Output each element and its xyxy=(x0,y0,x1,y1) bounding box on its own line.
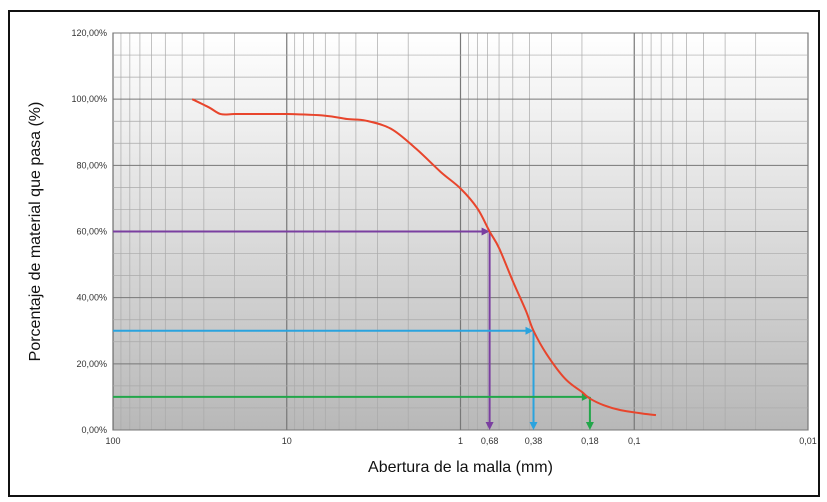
vertical-arrow-head xyxy=(485,422,494,430)
x-tick-label: 10 xyxy=(282,436,292,446)
y-axis-ticks: 0,00% 20,00% 40,00% 60,00% 80,00% 100,00% 120,… xyxy=(71,28,107,435)
gradation-curve xyxy=(191,98,657,417)
annotation-value-label: 0,68 xyxy=(481,436,499,446)
x-tick-label: 1 xyxy=(458,436,463,446)
horizontal-arrow-head xyxy=(525,326,534,335)
y-tick-label: 20,00% xyxy=(76,359,107,369)
y-tick-label: 80,00% xyxy=(76,160,107,170)
x-axis-ticks: 100 10 1 0,1 0,01 xyxy=(105,436,816,446)
y-tick-label: 40,00% xyxy=(76,293,107,303)
annotations: 0,68 0,38 0,18 xyxy=(113,227,599,446)
x-tick-label: 100 xyxy=(105,436,120,446)
y-tick-label: 100,00% xyxy=(71,94,107,104)
y-tick-label: 0,00% xyxy=(81,425,107,435)
y-tick-label: 60,00% xyxy=(76,227,107,237)
x-tick-label: 0,01 xyxy=(799,436,817,446)
x-axis-label: Abertura de la malla (mm) xyxy=(368,459,553,476)
outer-border xyxy=(8,10,820,497)
y-tick-label: 120,00% xyxy=(71,28,107,38)
vertical-arrow-head xyxy=(529,422,538,430)
annotation-value-label: 0,18 xyxy=(581,436,599,446)
vertical-arrow-head xyxy=(585,422,594,430)
y-axis-label: Porcentaje de material que pasa (%) xyxy=(27,102,44,362)
horizontal-arrow-head xyxy=(481,227,490,236)
annotation-value-label: 0,38 xyxy=(525,436,543,446)
grid xyxy=(113,32,809,431)
x-tick-label: 0,1 xyxy=(628,436,641,446)
